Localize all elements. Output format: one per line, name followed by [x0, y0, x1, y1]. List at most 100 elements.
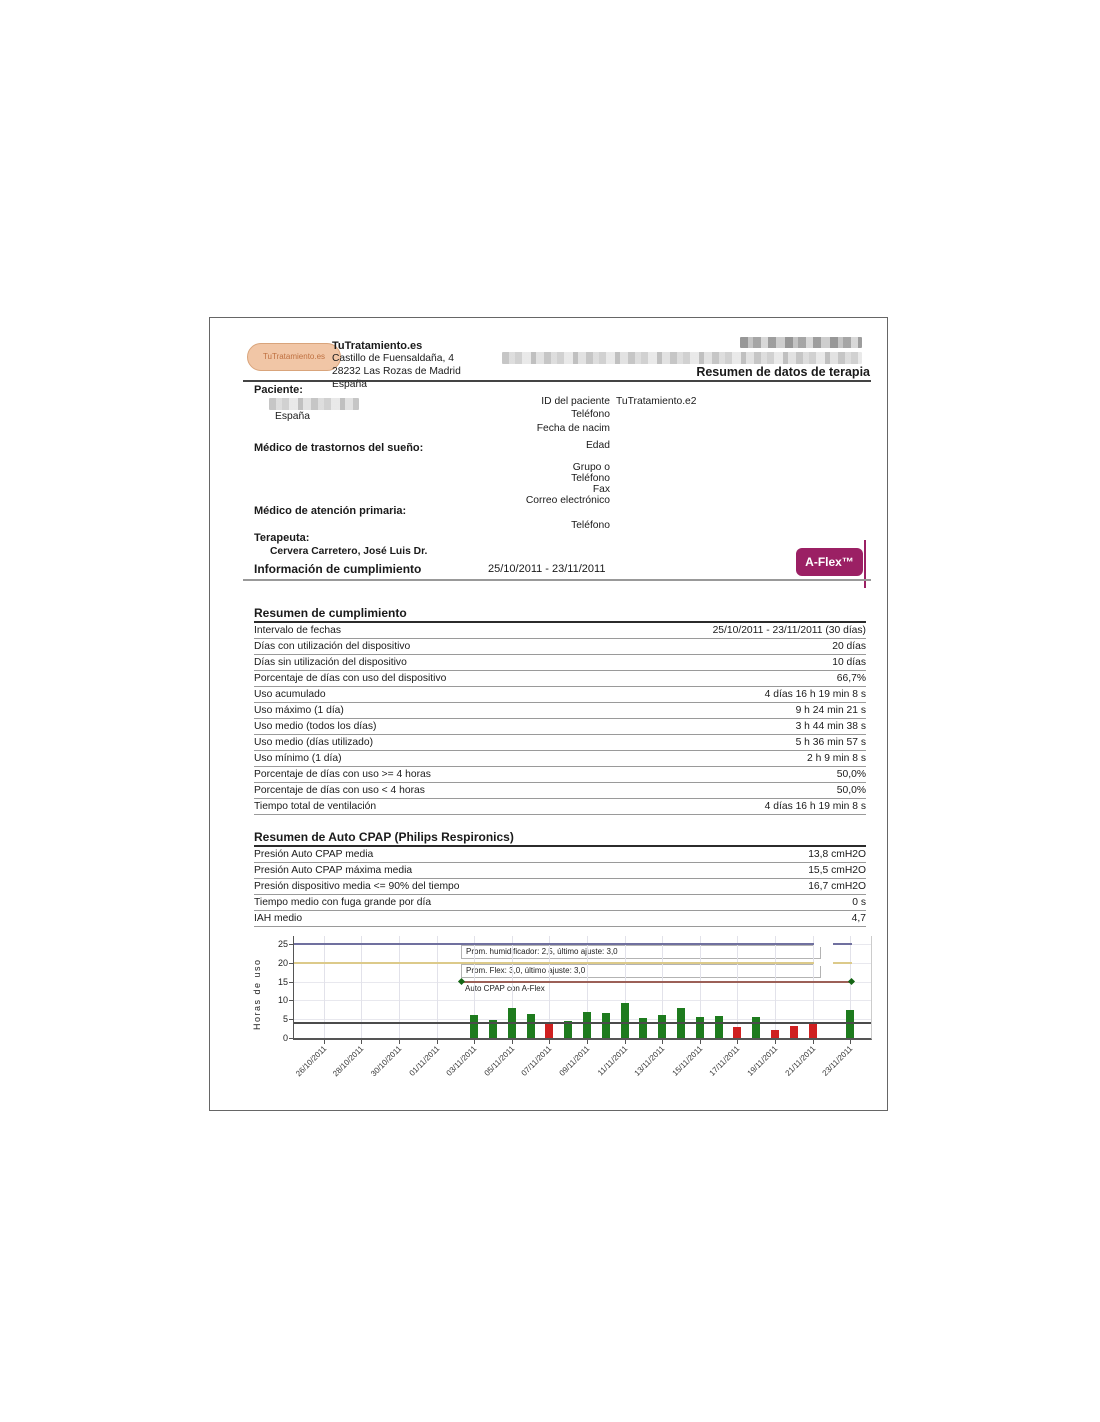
row-value: 3 h 44 min 38 s — [795, 721, 866, 732]
usage-bar — [658, 1015, 667, 1038]
row-label: Presión dispositivo media <= 90% del tie… — [254, 881, 460, 892]
row-value: 10 días — [832, 657, 866, 668]
x-tickmark — [549, 1040, 551, 1044]
company-address-line2: 28232 Las Rozas de Madrid — [332, 366, 461, 377]
table-row: Presión Auto CPAP máxima media 15,5 cmH2O — [254, 863, 866, 879]
y-tickmark — [289, 1019, 293, 1021]
y-tick-label: 10 — [277, 995, 288, 1006]
x-tickmark — [699, 1040, 701, 1044]
x-tickmark — [361, 1040, 363, 1044]
usage-bar — [601, 1012, 610, 1038]
sleep-doctor-email-label: Correo electrónico — [525, 495, 610, 506]
x-tickmark — [812, 1040, 814, 1044]
row-label: Porcentaje de días con uso del dispositi… — [254, 673, 447, 684]
redacted-block — [740, 337, 862, 348]
legend-flex: Prom. Flex: 3,0, último ajuste: 3,0 — [461, 964, 821, 978]
cpap-summary-table: Presión Auto CPAP media 13,8 cmH2O Presión… — [254, 845, 866, 927]
usage-bar — [583, 1012, 591, 1038]
threshold-line — [294, 1021, 871, 1024]
row-label: Presión Auto CPAP máxima media — [254, 865, 413, 876]
patient-section-label: Paciente: — [254, 384, 303, 396]
sleep-doctor-phone-label: Teléfono — [571, 473, 610, 484]
report-page: TuTratamiento.es TuTratamiento.es Castil… — [209, 317, 888, 1111]
row-value: 2 h 9 min 8 s — [807, 753, 866, 764]
row-label: Presión Auto CPAP media — [254, 849, 374, 860]
row-label: Uso acumulado — [254, 689, 326, 700]
x-gridline — [323, 936, 325, 1038]
x-gridline — [549, 936, 551, 1038]
row-label: Tiempo total de ventilación — [254, 801, 377, 812]
y-gridline — [294, 1000, 871, 1002]
patient-country: España — [275, 411, 310, 422]
x-gridline — [850, 936, 852, 1038]
row-value: 5 h 36 min 57 s — [795, 737, 866, 748]
table-row: Presión Auto CPAP media 13,8 cmH2O — [254, 847, 866, 863]
row-label: Porcentaje de días con uso < 4 horas — [254, 785, 425, 796]
patient-birth-label: Fecha de nacim — [536, 423, 610, 434]
company-address-line1: Castillo de Fuensaldaña, 4 — [332, 353, 454, 364]
x-gridline — [812, 936, 814, 1038]
row-value: 15,5 cmH2O — [808, 865, 866, 876]
chart-y-axis-label: Horas de uso — [252, 958, 262, 1030]
redacted-patient-name — [269, 398, 359, 410]
diamond-marker — [457, 977, 466, 985]
patient-id-value: TuTratamiento.e2 — [616, 396, 697, 407]
y-tick-label: 15 — [277, 976, 288, 987]
x-tickmark — [624, 1040, 626, 1044]
y-tickmark — [289, 1000, 293, 1002]
x-gridline — [624, 936, 626, 1038]
x-gridline — [511, 936, 513, 1038]
y-tick-label: 25 — [277, 939, 288, 949]
y-tick-label: 5 — [282, 1014, 288, 1025]
aflex-badge: A-Flex™ — [796, 548, 863, 576]
primary-doctor-phone-label: Teléfono — [571, 520, 610, 531]
patient-age-label: Edad — [585, 440, 610, 451]
x-tickmark — [511, 1040, 513, 1044]
x-gridline — [699, 936, 701, 1038]
table-row: Presión dispositivo media <= 90% del tie… — [254, 879, 866, 895]
sleep-doctor-section-label: Médico de trastornos del sueño: — [254, 442, 424, 454]
row-label: Días con utilización del dispositivo — [254, 641, 411, 652]
legend-aflex: Auto CPAP con A-Flex — [465, 984, 545, 993]
patient-id-label: ID del paciente — [541, 396, 610, 407]
y-tick-label: 20 — [277, 957, 288, 968]
compliance-info-label: Información de cumplimiento — [254, 562, 422, 576]
usage-bar — [752, 1017, 761, 1038]
y-tickmark — [289, 962, 293, 964]
x-gridline — [775, 936, 776, 1038]
usage-bar — [489, 1020, 497, 1038]
table-row: Tiempo total de ventilación 4 días 16 h 1… — [254, 799, 866, 815]
usage-bar — [545, 1023, 554, 1038]
row-value: 13,8 cmH2O — [808, 849, 866, 860]
row-label: Porcentaje de días con uso >= 4 horas — [254, 769, 431, 780]
table-row: Uso medio (días utilizado) 5 h 36 min 57 … — [254, 735, 866, 751]
patient-phone-label: Teléfono — [571, 409, 610, 420]
usage-bar — [620, 1002, 629, 1038]
usage-bar — [808, 1023, 817, 1038]
row-value: 16,7 cmH2O — [808, 881, 866, 892]
refline — [294, 961, 852, 964]
row-value: 50,0% — [836, 769, 866, 780]
row-value: 66,7% — [836, 673, 866, 684]
x-tickmark — [775, 1040, 776, 1044]
x-gridline — [399, 936, 400, 1038]
company-address-line3: España — [332, 379, 367, 390]
row-value: 25/10/2011 - 23/11/2011 (30 días) — [712, 625, 866, 636]
header-rule — [243, 380, 871, 382]
x-gridline — [737, 936, 739, 1038]
aflex-rule — [864, 540, 866, 588]
report-title: Resumen de datos de terapia — [696, 365, 870, 379]
table-row: Porcentaje de días con uso >= 4 horas 50,… — [254, 767, 866, 783]
y-tickmark — [289, 1038, 293, 1039]
company-name: TuTratamiento.es — [332, 340, 423, 352]
row-value: 0 s — [852, 897, 866, 908]
x-tickmark — [399, 1040, 400, 1044]
therapist-name: Cervera Carretero, José Luis Dr. — [270, 546, 428, 557]
sleep-doctor-group-label: Grupo o — [572, 462, 610, 473]
compliance-summary-title: Resumen de cumplimiento — [254, 606, 407, 620]
x-tickmark — [474, 1040, 476, 1044]
refline — [294, 943, 852, 945]
y-tick-label: 0 — [282, 1033, 288, 1043]
table-row: Intervalo de fechas 25/10/2011 - 23/11/20… — [254, 623, 866, 639]
